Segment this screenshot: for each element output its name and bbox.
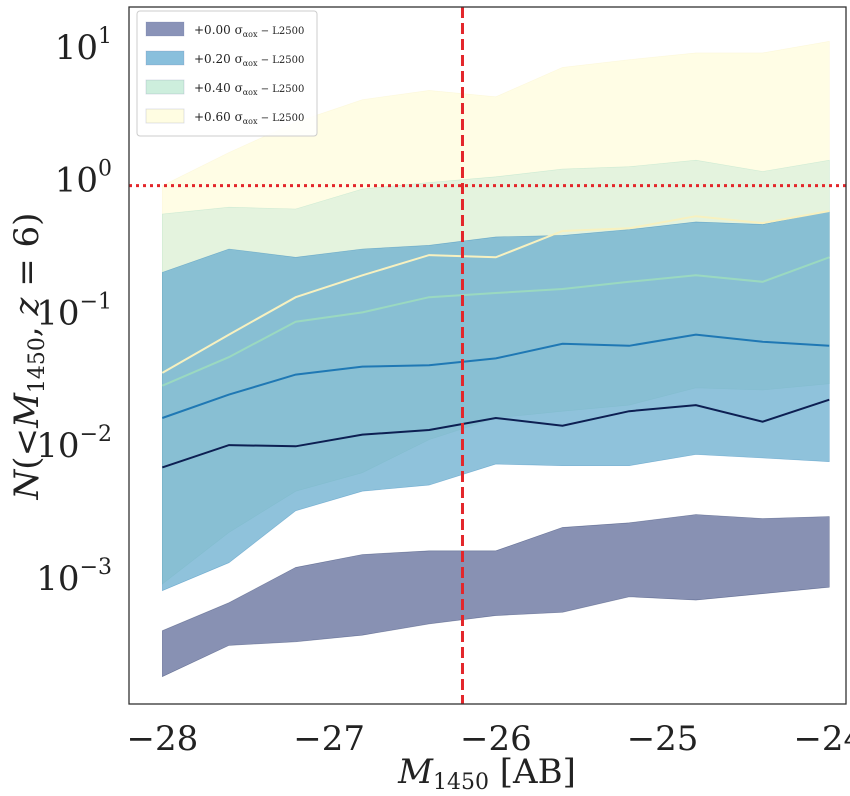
legend: +0.00 σαox − L2500 +0.20 σαox − L2500 +0.4… <box>136 10 318 137</box>
median-line-series-2 <box>161 333 830 419</box>
legend-swatch <box>145 79 185 95</box>
legend-label: +0.40 σαox − L2500 <box>194 81 304 97</box>
x-axis-ticks: −28 −27 −26 −25 −24 <box>126 719 850 759</box>
legend-swatch <box>145 21 185 37</box>
band-series-2 <box>162 210 830 592</box>
x-axis-label: M1450 [AB] <box>397 752 576 795</box>
x-tick-label: −28 <box>126 719 198 759</box>
legend-swatch <box>145 50 185 66</box>
legend-label: +0.00 σαox − L2500 <box>194 23 304 39</box>
median-lines <box>161 210 830 469</box>
plot-frame <box>128 6 847 705</box>
y-tick-label: 10−2 <box>36 422 112 466</box>
legend-label: +0.20 σαox − L2500 <box>194 52 304 68</box>
median-line-series-3 <box>161 398 830 469</box>
y-axis-label: N(<M1450, z = 6) <box>7 213 50 501</box>
x-tick-label: −27 <box>293 719 365 759</box>
y-tick-label: 10−3 <box>36 555 112 599</box>
confidence-bands <box>162 40 830 678</box>
y-tick-label: 101 <box>55 24 112 68</box>
y-tick-label: 100 <box>55 157 112 201</box>
band-series-3 <box>162 514 830 678</box>
legend-label: +0.60 σαox − L2500 <box>194 110 304 126</box>
legend-frame <box>136 10 318 137</box>
y-tick-label: 10−1 <box>36 289 112 333</box>
reference-lines <box>129 7 846 704</box>
median-line-series-0 <box>161 210 830 374</box>
median-line-series-1 <box>161 256 830 387</box>
x-tick-label: −24 <box>793 719 850 759</box>
x-tick-label: −26 <box>460 719 532 759</box>
y-axis-ticks: 101 100 10−1 10−2 10−3 <box>36 24 112 599</box>
x-tick-label: −25 <box>627 719 699 759</box>
legend-swatch <box>145 108 185 124</box>
